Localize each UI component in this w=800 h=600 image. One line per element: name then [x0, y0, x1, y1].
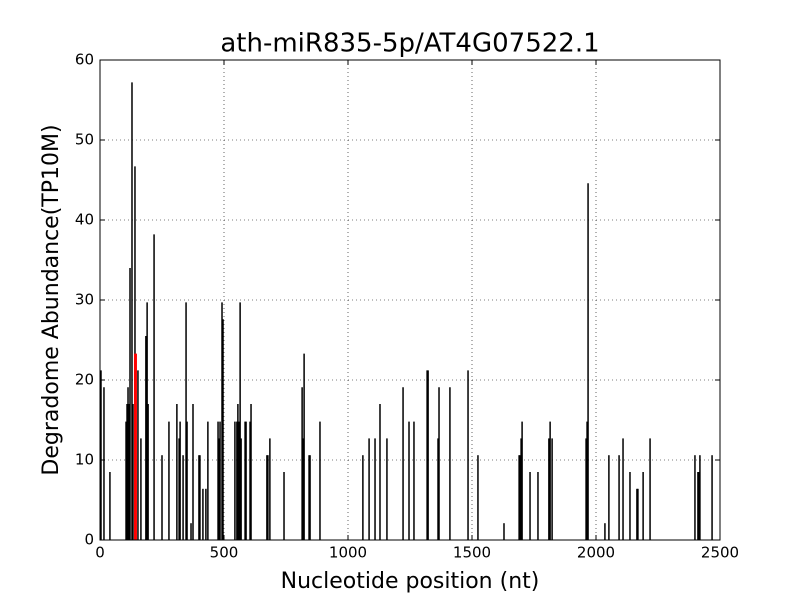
x-tick-label: 2000	[577, 544, 615, 562]
x-tick-label: 0	[95, 544, 105, 562]
chart-title: ath-miR835-5p/AT4G07522.1	[220, 29, 599, 59]
x-tick-label: 500	[210, 544, 239, 562]
x-axis-label: Nucleotide position (nt)	[281, 569, 540, 594]
y-tick-label: 10	[75, 451, 94, 469]
y-tick-label: 50	[75, 131, 94, 149]
plot-area	[99, 59, 721, 541]
plot-frame	[99, 59, 721, 541]
y-tick-label: 20	[75, 371, 94, 389]
x-tick-label: 1000	[329, 544, 367, 562]
y-tick-label: 40	[75, 211, 94, 229]
y-axis-label: Degradome Abundance(TP10M)	[39, 124, 64, 475]
x-tick-label: 2500	[701, 544, 739, 562]
y-tick-label: 0	[84, 531, 94, 549]
y-tick-label: 60	[75, 51, 94, 69]
y-tick-label: 30	[75, 291, 94, 309]
x-tick-label: 1500	[453, 544, 491, 562]
